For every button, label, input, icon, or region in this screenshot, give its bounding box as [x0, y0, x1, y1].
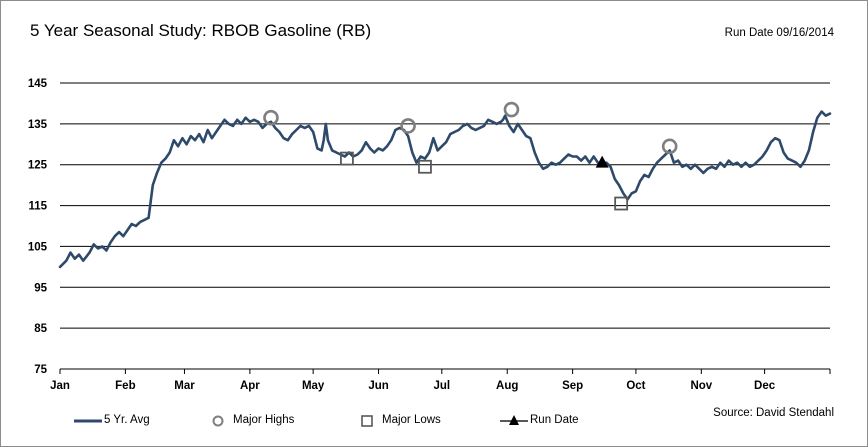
source-label: Source: David Stendahl [713, 407, 834, 419]
legend-label-major-highs: Major Highs [233, 414, 295, 426]
y-tick-label: 115 [28, 201, 47, 213]
x-tick-label: Jan [50, 380, 70, 392]
x-tick-label: Dec [754, 380, 776, 392]
y-tick-label: 125 [28, 160, 48, 172]
legend-line-swatch [74, 419, 102, 423]
circle-marker-icon [212, 415, 224, 427]
major-high-marker [503, 101, 520, 118]
major-high-marker [661, 138, 678, 155]
x-tick-label: Oct [626, 380, 645, 392]
triangle-marker-icon [500, 415, 528, 425]
y-tick-label: 85 [34, 323, 47, 335]
series-line-5yr-avg [58, 110, 832, 269]
run-date-label: Run Date 09/16/2014 [724, 27, 834, 39]
square-marker-icon [361, 415, 373, 427]
legend-label-5yr-avg: 5 Yr. Avg [104, 414, 150, 426]
legend-label-major-lows: Major Lows [382, 414, 441, 426]
run-date-marker [595, 155, 609, 168]
legend-label-run-date: Run Date [530, 414, 579, 426]
x-tick-label: May [302, 380, 325, 392]
x-tick-label: Feb [115, 380, 135, 392]
x-tick-label: Jul [434, 380, 451, 392]
y-tick-label: 75 [34, 364, 47, 376]
x-tick-label: Mar [174, 380, 195, 392]
major-low-marker [614, 196, 629, 211]
x-tick-label: Nov [690, 380, 712, 392]
major-high-marker [400, 118, 416, 134]
major-low-marker [418, 159, 432, 174]
y-tick-label: 105 [28, 241, 48, 253]
y-tick-label: 145 [28, 78, 48, 90]
major-low-marker [340, 151, 354, 166]
x-tick-label: Apr [240, 380, 260, 392]
chart-title: 5 Year Seasonal Study: RBOB Gasoline (RB… [30, 21, 372, 40]
x-tick-label: Aug [496, 380, 518, 392]
y-tick-label: 95 [34, 282, 47, 294]
x-tick-label: Sep [562, 380, 583, 392]
x-tick-label: Jun [368, 380, 388, 392]
y-tick-label: 135 [28, 119, 48, 131]
major-high-marker [263, 109, 279, 126]
